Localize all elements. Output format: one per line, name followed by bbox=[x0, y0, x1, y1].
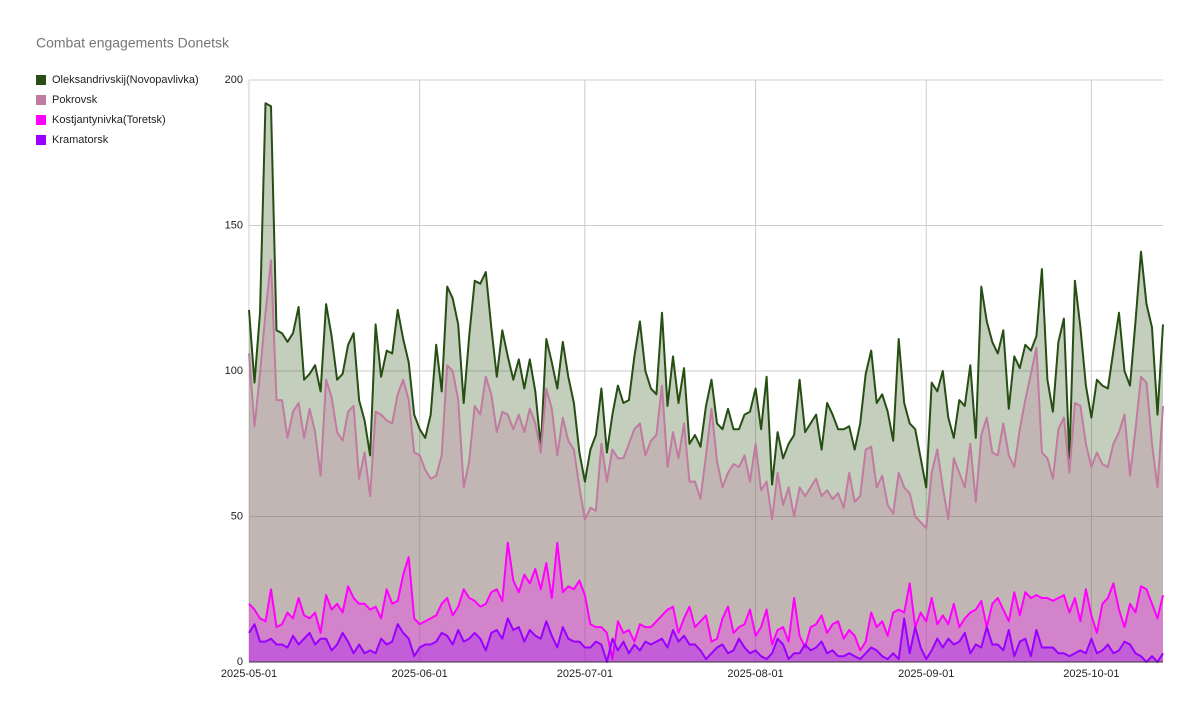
y-tick-label: 200 bbox=[225, 74, 243, 86]
legend-swatch bbox=[36, 115, 46, 125]
x-tick-label: 2025-08-01 bbox=[727, 668, 783, 680]
area-fill bbox=[249, 103, 1163, 663]
series-line bbox=[248, 617, 1164, 663]
y-tick-label: 150 bbox=[225, 219, 243, 231]
series-line bbox=[248, 259, 1164, 530]
legend-label: Kramatorsk bbox=[52, 134, 109, 146]
y-tick-label: 50 bbox=[231, 510, 243, 522]
x-tick-label: 2025-10-01 bbox=[1063, 668, 1119, 680]
x-tick-label: 2025-07-01 bbox=[557, 668, 613, 680]
y-tick-label: 100 bbox=[225, 365, 243, 377]
x-tick-label: 2025-09-01 bbox=[898, 668, 954, 680]
legend-label: Oleksandrivskij(Novopavlivka) bbox=[52, 74, 199, 86]
legend-swatch bbox=[36, 95, 46, 105]
x-tick-label: 2025-06-01 bbox=[392, 668, 448, 680]
y-tick-label: 0 bbox=[237, 656, 243, 668]
chart-title: Combat engagements Donetsk bbox=[36, 35, 230, 51]
legend-swatch bbox=[36, 75, 46, 85]
area-fill bbox=[249, 542, 1163, 662]
legend-label: Kostjantynivka(Toretsk) bbox=[52, 114, 166, 126]
legend-label: Pokrovsk bbox=[52, 94, 98, 106]
legend-swatch bbox=[36, 135, 46, 145]
series-line bbox=[248, 541, 1164, 661]
series-line bbox=[248, 102, 1164, 489]
x-tick-label: 2025-05-01 bbox=[221, 668, 277, 680]
area-fill bbox=[249, 618, 1163, 662]
